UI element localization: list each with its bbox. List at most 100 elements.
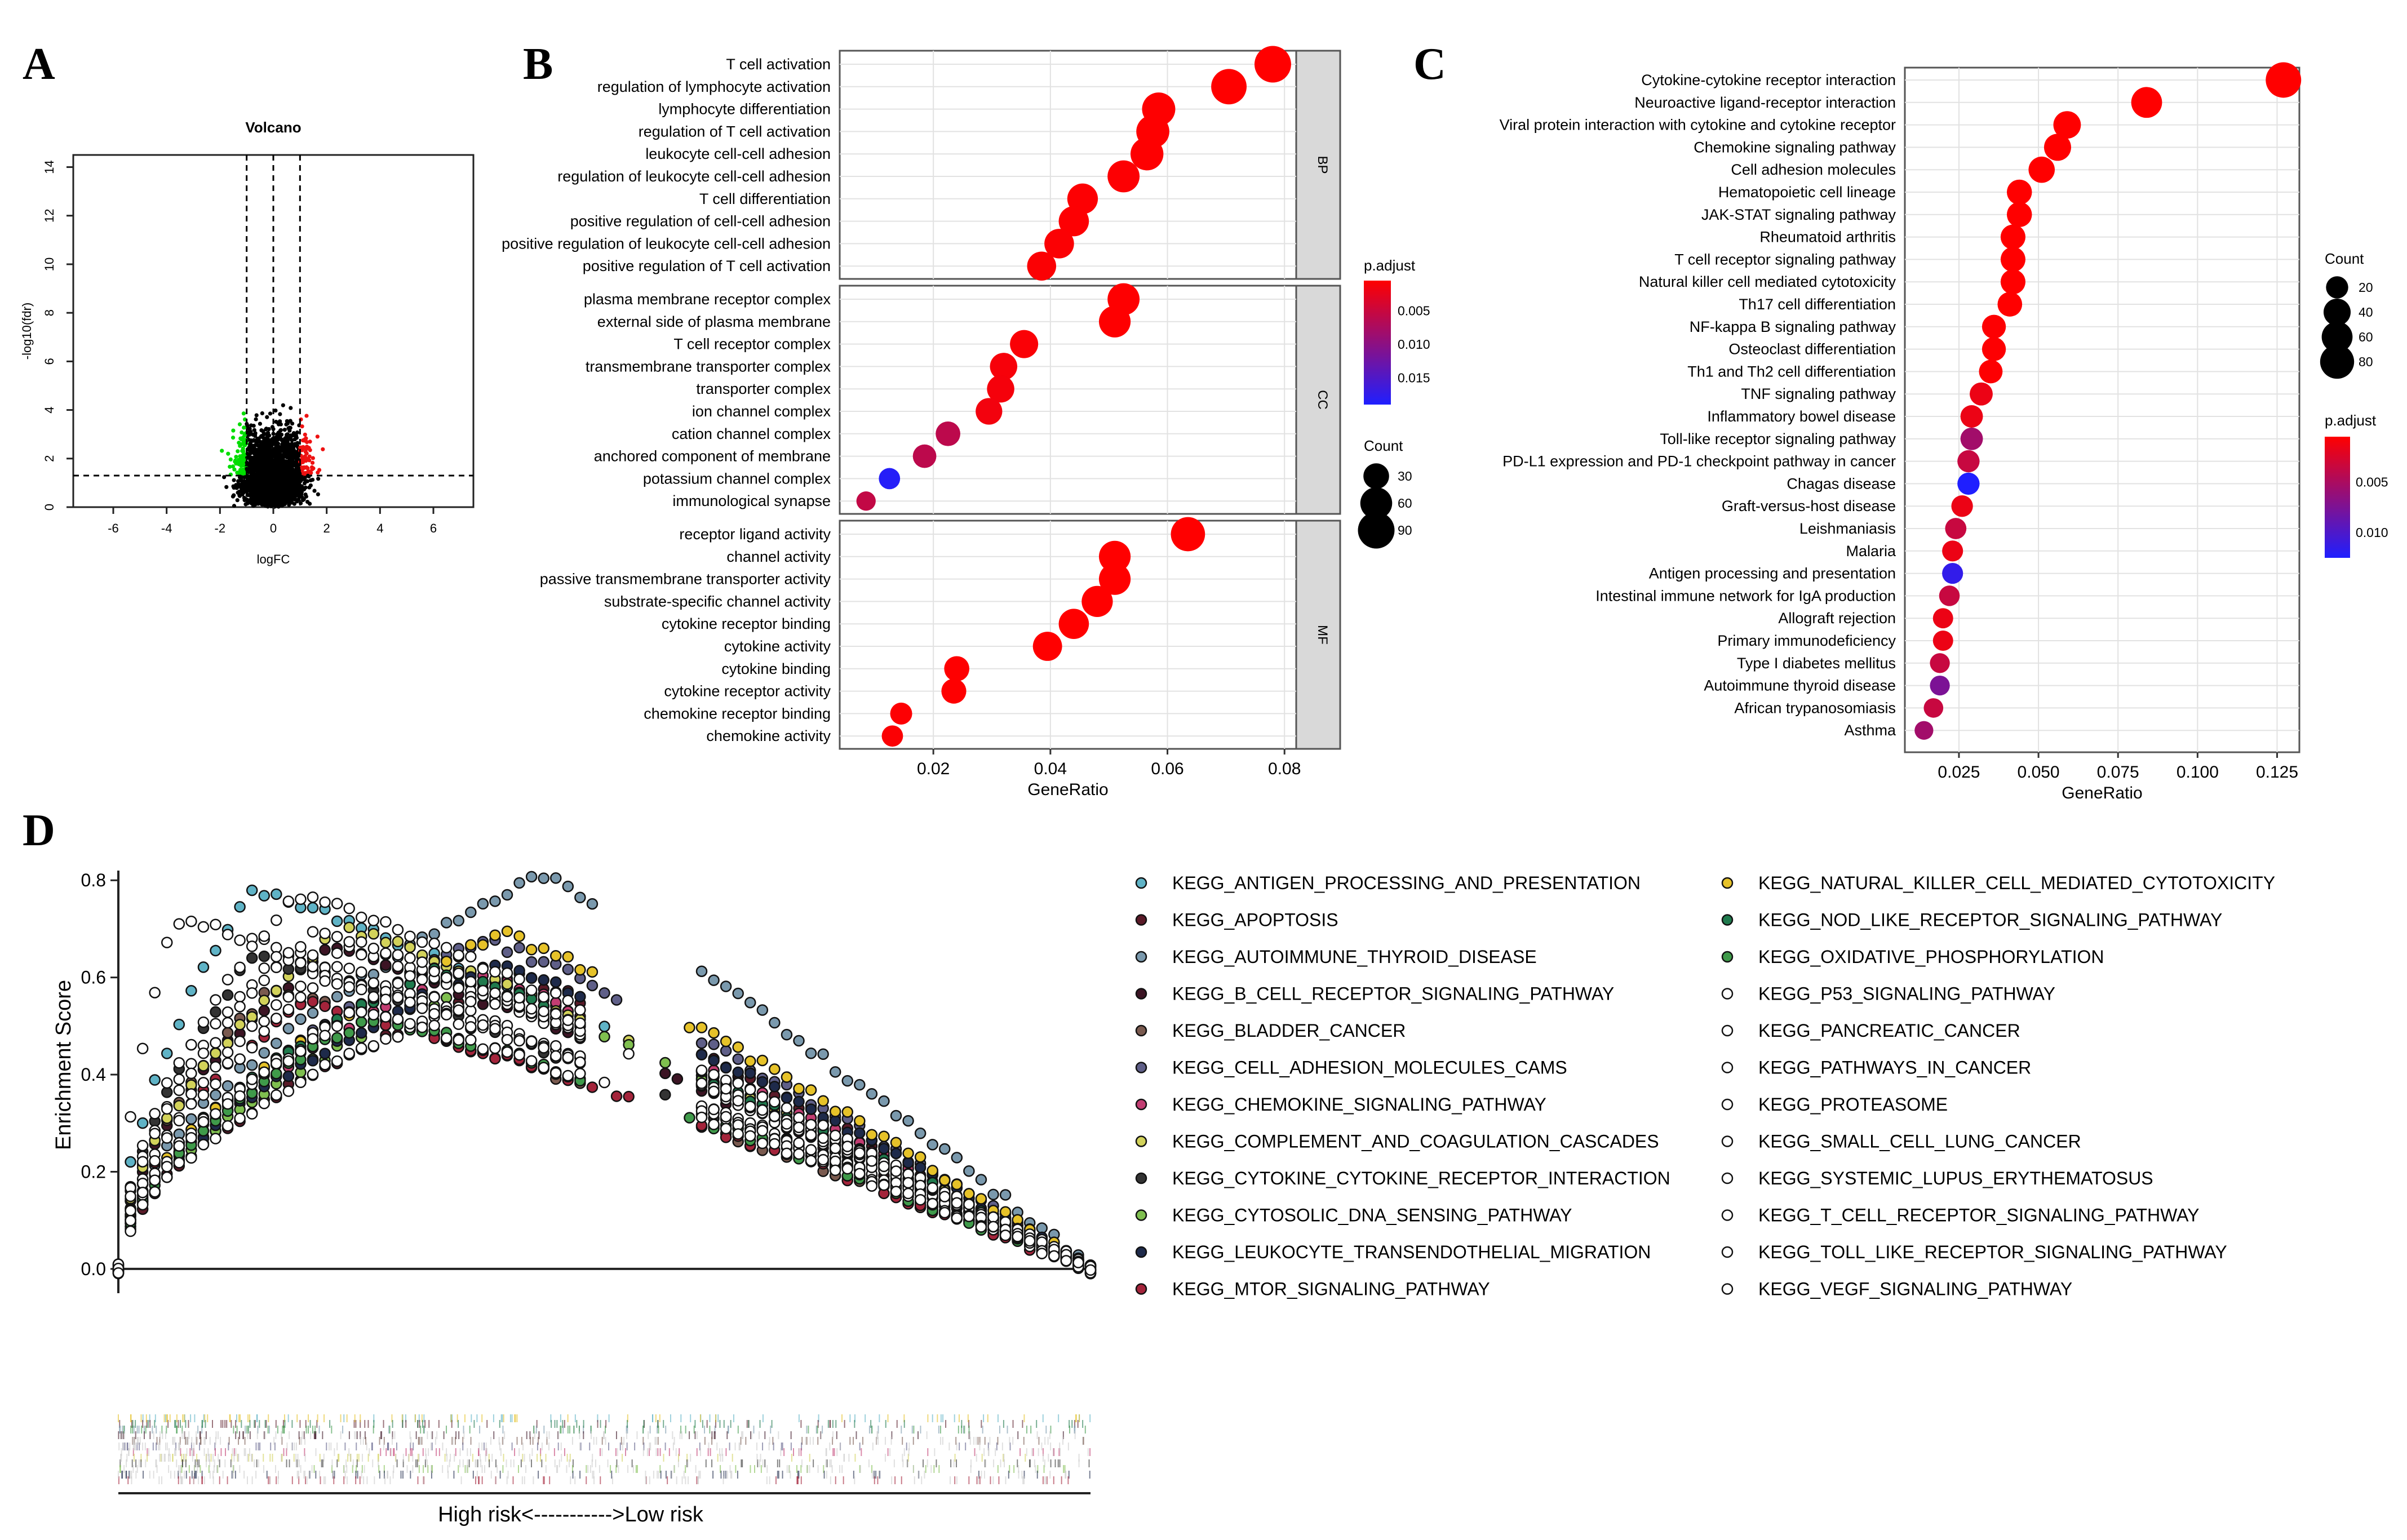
es-point bbox=[331, 915, 343, 927]
x-tick-label: 0.04 bbox=[1034, 760, 1067, 778]
es-point bbox=[465, 975, 477, 988]
term-dot bbox=[1098, 305, 1131, 338]
volcano-point bbox=[300, 424, 304, 429]
es-point bbox=[465, 951, 477, 962]
es-point bbox=[307, 926, 319, 938]
volcano-point bbox=[249, 499, 254, 504]
color-tick-label: 0.010 bbox=[1398, 337, 1430, 352]
es-point bbox=[720, 1035, 732, 1048]
es-point bbox=[805, 1048, 817, 1059]
term-label: JAK-STAT signaling pathway bbox=[1701, 206, 1896, 223]
es-point bbox=[963, 1199, 975, 1210]
es-point bbox=[720, 980, 732, 992]
volcano-point bbox=[293, 450, 298, 455]
es-point bbox=[866, 1088, 878, 1100]
term-dot bbox=[1254, 46, 1291, 83]
volcano-point bbox=[235, 471, 240, 475]
es-point bbox=[708, 1054, 720, 1067]
es-point bbox=[854, 1147, 866, 1159]
es-point bbox=[562, 995, 574, 1006]
term-label: regulation of lymphocyte activation bbox=[597, 78, 831, 95]
es-point bbox=[501, 1033, 513, 1046]
term-label: regulation of T cell activation bbox=[639, 123, 831, 140]
es-point bbox=[489, 998, 501, 1010]
es-point bbox=[574, 1056, 586, 1068]
es-point bbox=[744, 1130, 756, 1142]
es-point bbox=[197, 1116, 210, 1128]
es-point bbox=[732, 1053, 744, 1065]
es-point bbox=[720, 1083, 732, 1095]
volcano-point bbox=[280, 479, 285, 484]
es-point bbox=[805, 1103, 817, 1115]
y-tick-label: 0.4 bbox=[81, 1064, 106, 1085]
es-point bbox=[234, 961, 246, 973]
volcano-point bbox=[250, 464, 254, 469]
es-point bbox=[440, 955, 453, 968]
es-point bbox=[343, 1027, 355, 1039]
es-point bbox=[246, 1041, 258, 1054]
term-label: Type I diabetes mellitus bbox=[1737, 655, 1896, 672]
es-point bbox=[562, 880, 574, 893]
volcano-point bbox=[303, 478, 308, 483]
volcano-point bbox=[309, 465, 314, 469]
volcano-point bbox=[275, 503, 280, 507]
es-point bbox=[951, 1197, 963, 1209]
es-point bbox=[331, 991, 343, 1002]
es-point bbox=[404, 970, 416, 982]
volcano-point bbox=[266, 496, 271, 500]
es-point bbox=[246, 1108, 258, 1120]
es-point bbox=[319, 927, 331, 939]
es-point bbox=[234, 1112, 246, 1124]
es-point bbox=[282, 947, 295, 959]
legend-title: Count bbox=[1364, 437, 1403, 454]
es-point bbox=[271, 1058, 282, 1069]
term-label: Allograft rejection bbox=[1778, 610, 1896, 627]
volcano-point bbox=[276, 443, 280, 448]
es-point bbox=[525, 984, 538, 996]
es-point bbox=[878, 1179, 890, 1191]
es-point bbox=[173, 1115, 185, 1127]
es-point bbox=[416, 1021, 428, 1033]
es-point bbox=[744, 1055, 756, 1067]
term-dot bbox=[936, 421, 960, 446]
es-point bbox=[221, 1080, 234, 1092]
es-point bbox=[513, 992, 525, 1004]
es-point bbox=[271, 1037, 282, 1049]
es-point bbox=[574, 1068, 586, 1080]
es-point bbox=[902, 1187, 914, 1200]
es-point bbox=[939, 1191, 951, 1202]
volcano-point bbox=[267, 481, 272, 485]
es-point bbox=[173, 1018, 185, 1031]
es-point bbox=[756, 1137, 769, 1150]
volcano-point bbox=[289, 450, 294, 454]
es-point bbox=[951, 1212, 963, 1224]
term-dot bbox=[1932, 631, 1953, 651]
es-point bbox=[271, 1089, 282, 1101]
es-point bbox=[538, 942, 549, 955]
es-point bbox=[610, 994, 623, 1006]
es-point bbox=[854, 1115, 866, 1127]
volcano-point bbox=[237, 422, 242, 427]
es-point bbox=[586, 1081, 599, 1093]
es-point bbox=[271, 999, 282, 1011]
es-point bbox=[271, 951, 282, 963]
x-tick-label: 0.025 bbox=[1938, 763, 1980, 782]
es-point bbox=[282, 1085, 295, 1097]
es-point bbox=[732, 987, 744, 1000]
volcano-point bbox=[321, 447, 325, 451]
es-point bbox=[538, 991, 549, 1003]
volcano-point bbox=[265, 450, 270, 454]
volcano-point bbox=[260, 411, 264, 416]
es-point bbox=[149, 1174, 161, 1186]
term-label: Th1 and Th2 cell differentiation bbox=[1687, 363, 1896, 380]
es-point bbox=[282, 1004, 295, 1015]
x-axis-label: logFC bbox=[257, 552, 290, 566]
es-point bbox=[732, 1095, 744, 1107]
term-dot bbox=[1979, 360, 2003, 384]
es-point bbox=[331, 978, 343, 990]
es-point bbox=[550, 1008, 562, 1020]
size-legend-label: 30 bbox=[1398, 469, 1412, 483]
volcano-title: Volcano bbox=[245, 119, 301, 136]
es-point bbox=[221, 1006, 234, 1018]
es-point bbox=[525, 1055, 538, 1067]
